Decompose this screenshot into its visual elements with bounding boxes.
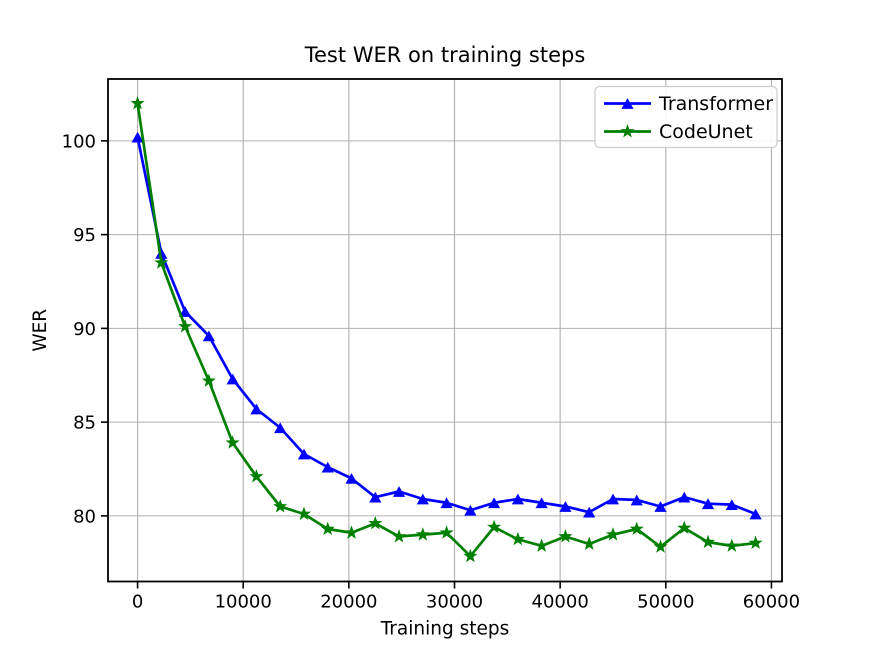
triangle-up-marker xyxy=(440,497,453,509)
star-marker xyxy=(368,515,383,530)
star-marker xyxy=(296,506,311,520)
triangle-up-marker xyxy=(559,501,572,512)
legend-triangle-up-icon xyxy=(621,98,634,109)
triangle-up-marker xyxy=(654,501,667,512)
triangle-up-marker xyxy=(345,472,358,484)
y-tick-label: 100 xyxy=(62,131,96,152)
triangle-up-marker xyxy=(131,131,144,143)
x-axis-label: Training steps xyxy=(380,619,510,640)
triangle-up-marker xyxy=(202,330,215,342)
x-tick-label: 50000 xyxy=(637,592,694,613)
triangle-up-marker xyxy=(488,497,501,509)
star-marker xyxy=(582,536,597,550)
triangle-up-marker xyxy=(297,448,311,460)
series-codeunet xyxy=(130,95,763,563)
triangle-up-marker xyxy=(274,422,287,434)
triangle-up-marker xyxy=(749,508,762,520)
plot-spines xyxy=(107,78,783,583)
star-marker xyxy=(392,529,407,543)
legend-star-icon xyxy=(620,124,635,138)
star-marker xyxy=(701,534,716,549)
y-tick-label: 90 xyxy=(73,319,96,340)
triangle-up-marker xyxy=(606,493,620,505)
x-tick-label: 20000 xyxy=(320,592,377,613)
triangle-up-marker xyxy=(583,506,596,518)
triangle-up-marker xyxy=(250,403,263,415)
x-tick-label: 40000 xyxy=(532,592,589,613)
x-tick-label: 0 xyxy=(132,592,143,613)
star-marker xyxy=(154,255,169,269)
x-tick-label: 60000 xyxy=(743,592,800,613)
y-axis-label: WER xyxy=(30,309,51,352)
star-marker xyxy=(225,435,240,449)
chart-title: Test WER on training steps xyxy=(304,43,586,67)
star-marker xyxy=(130,95,145,110)
star-marker xyxy=(510,531,525,546)
star-marker xyxy=(748,535,763,550)
star-marker xyxy=(629,521,644,535)
legend-item-transformer: Transformer xyxy=(604,93,773,115)
triangle-up-marker xyxy=(321,461,334,473)
star-marker xyxy=(273,499,288,513)
star-marker xyxy=(463,548,478,563)
star-marker xyxy=(605,527,621,541)
triangle-up-marker xyxy=(701,498,715,510)
x-tick-label: 30000 xyxy=(426,592,483,613)
star-marker xyxy=(677,520,692,535)
star-marker xyxy=(344,525,359,539)
star-marker xyxy=(439,525,454,539)
triangle-up-marker xyxy=(369,491,382,503)
triangle-up-marker xyxy=(392,486,406,497)
triangle-up-marker xyxy=(678,491,691,503)
star-marker xyxy=(415,527,430,541)
star-marker xyxy=(534,538,549,552)
y-tick-label: 95 xyxy=(73,225,96,246)
legend-item-codeunet: CodeUnet xyxy=(604,121,753,143)
triangle-up-marker xyxy=(464,504,477,516)
star-marker xyxy=(653,539,668,553)
triangle-up-marker xyxy=(511,493,524,505)
legend-label: CodeUnet xyxy=(659,121,753,143)
star-marker xyxy=(558,529,573,543)
star-marker xyxy=(249,469,264,483)
y-tick-label: 85 xyxy=(73,413,96,434)
triangle-up-marker xyxy=(179,306,192,317)
star-marker xyxy=(178,319,193,333)
star-marker xyxy=(201,373,216,387)
legend-label: Transformer xyxy=(658,93,773,115)
triangle-up-marker xyxy=(155,247,168,259)
triangle-up-marker xyxy=(535,497,548,509)
triangle-up-marker xyxy=(416,493,429,505)
star-marker xyxy=(724,538,739,552)
x-tick-label: 10000 xyxy=(215,592,272,613)
star-marker xyxy=(320,521,335,535)
series-transformer xyxy=(131,131,762,520)
triangle-up-marker xyxy=(630,494,643,506)
star-marker xyxy=(487,519,502,534)
legend: Transformer CodeUnet xyxy=(594,85,778,149)
triangle-up-marker xyxy=(226,373,239,385)
y-tick-label: 80 xyxy=(73,506,96,527)
triangle-up-marker xyxy=(725,499,738,511)
